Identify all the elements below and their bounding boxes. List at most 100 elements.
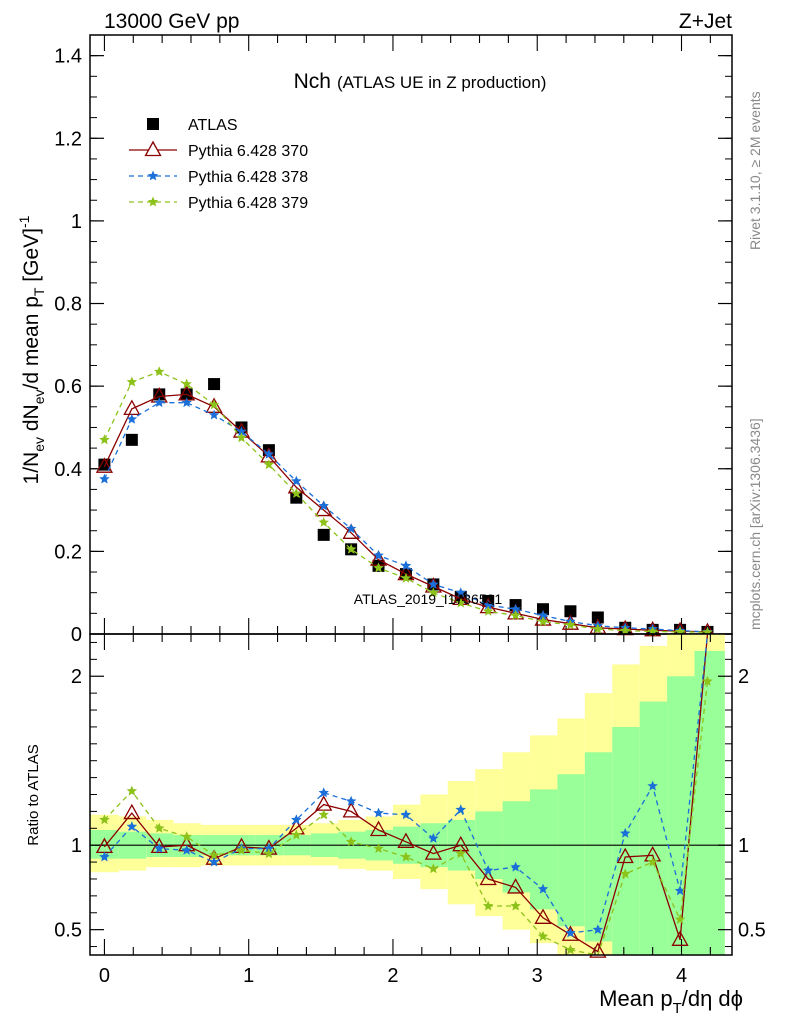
legend-marker-3 [147,196,159,207]
upper-p378-point [345,523,357,534]
upper-p370-point [123,399,141,416]
rivet-label: Rivet 3.1.10, ≥ 2M events [747,91,763,250]
lower-p379-point [702,675,713,686]
upper-p378-point [154,397,165,408]
upper-panel-series [95,366,717,639]
upper-p379-point [236,432,247,443]
lower-p379-point [400,851,412,862]
upper-p379-point [483,605,494,616]
upper-p370-point [561,614,580,630]
lower-p370-point [123,803,141,820]
lower-panel-bands [90,634,725,955]
legend-label: Pythia 6.428 379 [188,195,308,212]
inner-band-bin [639,701,668,955]
legend-marker-p370 [144,140,162,157]
upper-p378-point [263,448,275,459]
lower-p370-point [424,844,442,860]
upper-p379-point [400,572,412,583]
xtick-label: 2 [387,965,398,987]
lower-p378-point [318,787,329,798]
lower-p379-point [318,809,329,820]
legend-label: Pythia 6.428 378 [188,169,308,186]
upper-p379-point [291,488,302,498]
lower-ytick-label-right: 1 [738,835,749,857]
mcplots-label: mcplots.cern.ch [arXiv:1306.3436] [747,418,763,630]
upper-ytick-label: 1.2 [54,128,82,150]
upper-ytick-label: 0.6 [54,376,82,398]
upper-p378-point [318,500,329,511]
lower-p379-point [154,822,165,833]
legend-label: Pythia 6.428 370 [188,143,308,160]
lower-p370-point [342,802,360,818]
inner-band-bin [612,726,640,955]
lower-p379-point [510,900,521,911]
upper-p379-point [455,597,466,608]
upper-p379-point [428,587,439,598]
upper-p370-point [534,610,552,626]
lower-y-label: Ratio to ATLAS [25,744,42,845]
upper-p378-point [291,475,302,486]
upper-line-2 [103,402,708,633]
plot-title: Nch (ATLAS UE in Z production) [294,70,547,93]
upper-ytick-label: 0 [71,624,82,646]
lower-p379-point [263,848,275,859]
upper-atlas-point [317,528,330,541]
upper-p379-point [263,459,275,470]
lower-p370-point [369,820,388,837]
inner-band-bin [557,774,585,927]
lower-p378-point [620,827,631,838]
upper-p378-point [537,609,549,620]
legend-label: ATLAS [188,117,238,134]
upper-p379-point [620,625,631,636]
upper-ytick-label: 0.8 [54,294,82,316]
lower-p370-point [534,908,552,924]
upper-p370-point [315,500,333,517]
legend-marker-2 [147,170,159,181]
lower-p370-point [561,925,580,941]
lower-p378-point [373,807,384,818]
xtick-label: 3 [532,965,543,987]
upper-ytick-label: 0.4 [54,459,82,481]
lower-p378-point [647,780,658,791]
upper-p378-point [510,603,521,614]
lower-p379-point [483,900,494,911]
xtick-label: 4 [676,965,687,987]
lower-p370-point [397,832,415,848]
xtick-label: 0 [99,965,110,987]
upper-p379-point [592,623,604,634]
lower-p370-point [589,942,607,958]
upper-p378-point [208,409,220,420]
lower-p378-point [510,861,521,872]
lower-ytick-label-right: 2 [738,666,749,688]
upper-p378-point [428,578,439,589]
inner-band-bin [502,801,531,893]
analysis-watermark: ATLAS_2019_I1736531 [354,591,503,607]
upper-p379-point [510,609,521,620]
lower-ytick-label: 1 [71,835,82,857]
lower-p379-point [537,930,549,941]
plot-title-sub: (ATLAS UE in Z production) [337,73,546,92]
upper-ytick-label: 0.2 [54,541,82,563]
upper-p378-point [99,473,110,484]
upper-p378-point [455,587,466,598]
upper-line-3 [103,370,708,633]
upper-p379-point [565,619,576,630]
lower-p378-point [565,927,576,938]
plot-title-main: Nch [294,70,331,93]
upper-p378-point [400,560,412,571]
legend-marker-atlas [147,118,159,130]
lower-p379-point [620,868,631,879]
lower-ytick-label-right: 0.5 [738,920,766,942]
lower-p370-point [150,837,168,854]
upper-p378-point [181,397,192,408]
upper-atlas-point [564,605,577,618]
upper-p379-point [537,616,549,627]
upper-atlas-point [290,491,303,504]
lower-p379-point [455,848,466,859]
legend: ATLAS Pythia 6.428 370 Pythia 6.428 378 Pyt… [129,117,308,212]
lower-p378-point [99,851,110,862]
lower-ytick-label: 0.5 [54,920,82,942]
lower-p378-point [126,821,138,831]
lower-p370-point [616,847,634,864]
header-right: Z+Jet [679,10,732,33]
